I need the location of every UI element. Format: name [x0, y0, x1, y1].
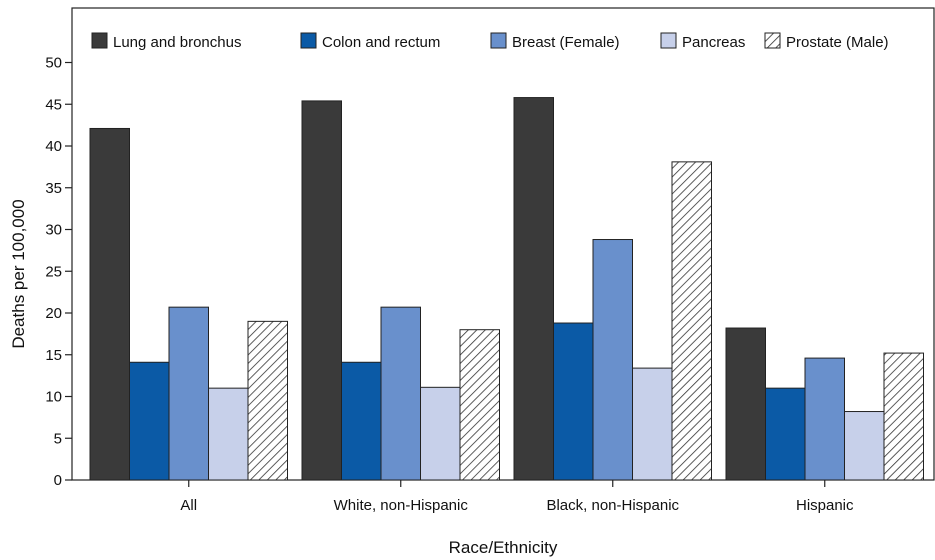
- legend-swatch: [91, 32, 108, 49]
- bar: [725, 327, 766, 481]
- x-tick-label: White, non-Hispanic: [334, 497, 469, 514]
- bar: [632, 367, 673, 481]
- legend-label: Colon and rectum: [322, 34, 440, 51]
- x-axis-title: Race/Ethnicity: [449, 538, 558, 557]
- bar: [380, 306, 421, 481]
- bar: [168, 306, 209, 481]
- bar: [89, 127, 130, 481]
- y-tick-label: 10: [45, 389, 62, 406]
- legend: Lung and bronchus Colon and rectum Breast …: [91, 32, 889, 51]
- bar: [513, 97, 554, 481]
- y-tick-label: 40: [45, 138, 62, 155]
- y-tick-label: 50: [45, 55, 62, 72]
- legend-swatch: [660, 32, 677, 49]
- legend-swatch: [764, 32, 781, 49]
- bar: [247, 320, 288, 481]
- bar: [765, 387, 806, 481]
- legend-label: Breast (Female): [512, 34, 620, 51]
- y-axis: 0 5 10 15 20 25 30 35 40 45 50: [45, 55, 72, 489]
- x-tick-label: All: [180, 497, 197, 514]
- y-tick-label: 20: [45, 305, 62, 322]
- legend-label: Prostate (Male): [786, 34, 889, 51]
- y-tick-label: 0: [54, 472, 62, 489]
- plot-frame: [71, 7, 935, 481]
- bar: [208, 387, 249, 481]
- bar: [129, 361, 170, 481]
- bar: [671, 161, 712, 481]
- bar: [592, 239, 633, 481]
- y-tick-label: 5: [54, 430, 62, 447]
- x-tick-label: Hispanic: [796, 497, 854, 514]
- bar: [420, 386, 461, 481]
- y-tick-label: 30: [45, 222, 62, 239]
- y-tick-label: 25: [45, 263, 62, 280]
- bar: [341, 361, 382, 481]
- y-axis-title: Deaths per 100,000: [9, 199, 28, 348]
- bar: [883, 352, 924, 481]
- x-tick-label: Black, non-Hispanic: [546, 497, 679, 514]
- bar: [301, 100, 342, 481]
- y-tick-label: 45: [45, 96, 62, 113]
- bar: [804, 357, 845, 481]
- bar: [459, 329, 500, 481]
- x-axis: All White, non-Hispanic Black, non-Hispani…: [180, 480, 854, 514]
- legend-swatch: [490, 32, 507, 49]
- bar: [553, 322, 594, 481]
- y-tick-label: 15: [45, 347, 62, 364]
- legend-label: Lung and bronchus: [113, 34, 241, 51]
- bar-series-group: [89, 97, 924, 481]
- legend-swatch: [300, 32, 317, 49]
- y-tick-label: 35: [45, 180, 62, 197]
- legend-label: Pancreas: [682, 34, 745, 51]
- bar: [844, 411, 885, 481]
